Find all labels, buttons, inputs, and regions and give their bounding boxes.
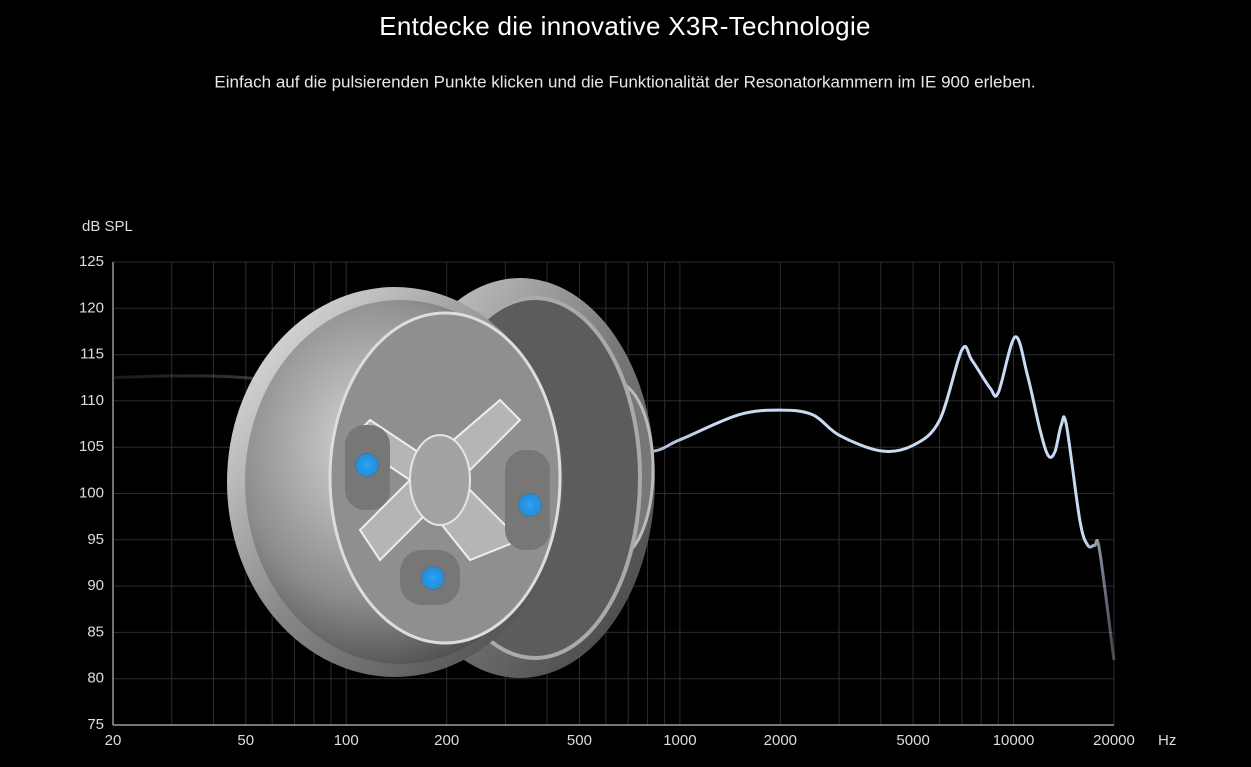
y-tick-label: 95	[87, 531, 104, 548]
x-tick-label: 200	[434, 732, 459, 749]
hotspot-dot[interactable]	[355, 453, 379, 477]
x-tick-label: 1000	[663, 732, 696, 749]
x-tick-label: 50	[237, 732, 254, 749]
x-tick-label: 5000	[896, 732, 929, 749]
x-tick-label: 500	[567, 732, 592, 749]
y-tick-label: 75	[87, 716, 104, 733]
x-tick-label: 10000	[993, 732, 1035, 749]
y-tick-label: 125	[79, 253, 104, 270]
page-title: Entdecke die innovative X3R-Technologie	[379, 11, 871, 41]
hotspot-dot[interactable]	[518, 493, 542, 517]
y-tick-label: 105	[79, 438, 104, 455]
y-tick-label: 100	[79, 484, 104, 501]
resonator-hotspot[interactable]	[421, 566, 445, 590]
x-axis-label: Hz	[1158, 732, 1176, 749]
hotspot-dot[interactable]	[421, 566, 445, 590]
y-tick-label: 110	[80, 392, 104, 409]
y-tick-label: 115	[80, 346, 104, 363]
x-tick-label: 2000	[764, 732, 797, 749]
page-subtitle: Einfach auf die pulsierenden Punkte klic…	[214, 72, 1035, 91]
x-tick-label: 100	[334, 732, 359, 749]
y-tick-label: 90	[87, 577, 104, 594]
x-tick-label: 20	[105, 732, 122, 749]
y-tick-label: 80	[87, 670, 104, 687]
resonator-hotspot[interactable]	[355, 453, 379, 477]
resonator-hotspot[interactable]	[518, 493, 542, 517]
earphone-illustration	[227, 278, 655, 678]
y-tick-label: 85	[87, 623, 104, 640]
y-axis-label: dB SPL	[82, 218, 133, 235]
y-tick-label: 120	[79, 299, 104, 316]
x-tick-label: 20000	[1093, 732, 1135, 749]
